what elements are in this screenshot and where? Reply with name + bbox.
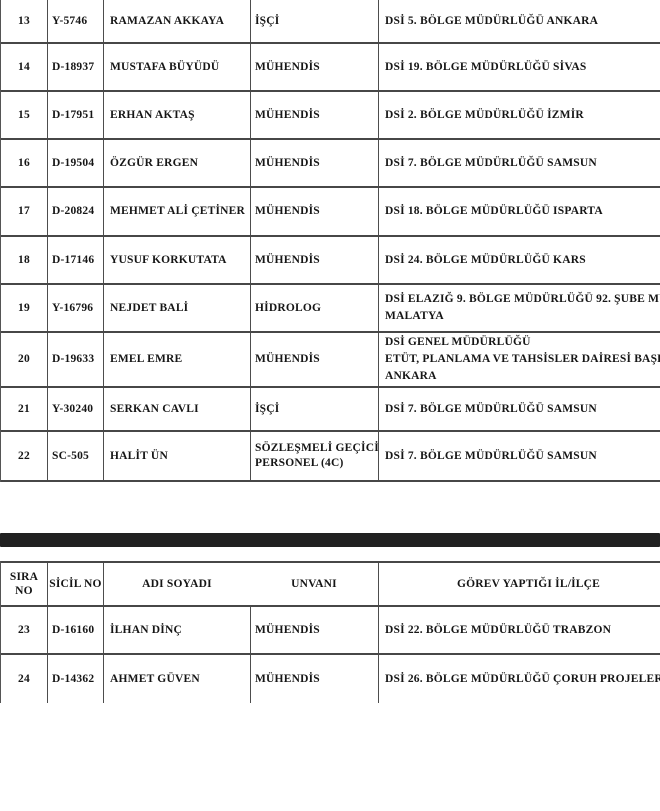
cell-sira-no: 18 <box>18 253 30 266</box>
cell-title: HİDROLOG <box>250 285 378 331</box>
table-row: 22 SC-505 HALİT ÜN SÖZLEŞMELİ GEÇİCİ PER… <box>1 432 660 482</box>
header-title: UNVANI <box>250 563 378 605</box>
cell-sira-no: 16 <box>18 156 30 169</box>
cell-title: MÜHENDİS <box>250 333 378 386</box>
cell-title: MÜHENDİS <box>250 607 378 653</box>
cell-name: MEHMET ALİ ÇETİNER <box>103 188 250 235</box>
table-row: 20 D-19633 EMEL EMRE MÜHENDİS DSİ GENEL … <box>1 333 660 388</box>
header-name: ADI SOYADI <box>103 563 250 605</box>
cell-title: MÜHENDİS <box>250 140 378 186</box>
cell-location: DSİ 19. BÖLGE MÜDÜRLÜĞÜ SİVAS <box>378 44 660 90</box>
table-row: 23 D-16160 İLHAN DİNÇ MÜHENDİS DSİ 22. B… <box>1 607 660 655</box>
cell-sicil-no: SC-505 <box>47 432 103 480</box>
cell-sicil-no: D-18937 <box>47 44 103 90</box>
cell-location: DSİ 24. BÖLGE MÜDÜRLÜĞÜ KARS <box>378 237 660 283</box>
cell-sicil-no: D-16160 <box>47 607 103 653</box>
table-header-row: SIRA NO SİCİL NO ADI SOYADI UNVANI GÖREV… <box>1 561 660 607</box>
personnel-table-upper: 13 Y-5746 RAMAZAN AKKAYA İŞÇİ DSİ 5. BÖL… <box>0 0 660 482</box>
cell-sicil-no: D-20824 <box>47 188 103 235</box>
cell-sira-no: 22 <box>18 449 30 462</box>
cell-sicil-no: Y-16796 <box>47 285 103 331</box>
cell-title: SÖZLEŞMELİ GEÇİCİ PERSONEL (4C) <box>250 432 379 480</box>
cell-sicil-no: Y-30240 <box>47 388 103 430</box>
table-row: 24 D-14362 AHMET GÜVEN MÜHENDİS DSİ 26. … <box>1 655 660 703</box>
table-row: 21 Y-30240 SERKAN CAVLI İŞÇİ DSİ 7. BÖLG… <box>1 388 660 432</box>
cell-location: DSİ 2. BÖLGE MÜDÜRLÜĞÜ İZMİR <box>378 92 660 138</box>
cell-name: NEJDET BALİ <box>103 285 250 331</box>
personnel-table-lower: SIRA NO SİCİL NO ADI SOYADI UNVANI GÖREV… <box>0 561 660 703</box>
header-name-label: ADI SOYADI <box>142 578 212 590</box>
cell-title: MÜHENDİS <box>250 237 378 283</box>
cell-name: ERHAN AKTAŞ <box>103 92 250 138</box>
cell-sira-no: 13 <box>18 14 30 27</box>
header-sicil-no: SİCİL NO <box>47 563 103 605</box>
table-row: 14 D-18937 MUSTAFA BÜYÜDÜ MÜHENDİS DSİ 1… <box>1 44 660 92</box>
cell-title: MÜHENDİS <box>250 655 378 703</box>
table-row: 15 D-17951 ERHAN AKTAŞ MÜHENDİS DSİ 2. B… <box>1 92 660 140</box>
table-row: 13 Y-5746 RAMAZAN AKKAYA İŞÇİ DSİ 5. BÖL… <box>1 0 660 44</box>
cell-location: DSİ 7. BÖLGE MÜDÜRLÜĞÜ SAMSUN <box>378 432 660 480</box>
cell-sira-no: 14 <box>18 60 30 73</box>
header-location: GÖREV YAPTIĞI İL/İLÇE <box>378 563 660 605</box>
cell-title: MÜHENDİS <box>250 188 378 235</box>
header-location-label: GÖREV YAPTIĞI İL/İLÇE <box>456 578 601 590</box>
cell-name: EMEL EMRE <box>103 333 250 386</box>
cell-name: İLHAN DİNÇ <box>103 607 250 653</box>
cell-location: DSİ 5. BÖLGE MÜDÜRLÜĞÜ ANKARA <box>378 0 660 42</box>
cell-sira-no: 19 <box>18 301 30 314</box>
header-sira-no: SIRA NO <box>1 563 47 605</box>
header-sira-no-label: SIRA NO <box>9 571 39 597</box>
cell-name: MUSTAFA BÜYÜDÜ <box>103 44 250 90</box>
cell-title: MÜHENDİS <box>250 44 378 90</box>
cell-name: AHMET GÜVEN <box>103 655 250 703</box>
header-title-label: UNVANI <box>291 578 337 590</box>
table-row: 18 D-17146 YUSUF KORKUTATA MÜHENDİS DSİ … <box>1 237 660 285</box>
cell-title: MÜHENDİS <box>250 92 378 138</box>
cell-sicil-no: D-17146 <box>47 237 103 283</box>
table-row: 16 D-19504 ÖZGÜR ERGEN MÜHENDİS DSİ 7. B… <box>1 140 660 188</box>
cell-title: İŞÇİ <box>250 388 378 430</box>
cell-sira-no: 21 <box>18 402 30 415</box>
cell-location: DSİ ELAZIĞ 9. BÖLGE MÜDÜRLÜĞÜ 92. ŞUBE M… <box>378 285 660 331</box>
cell-sira-no: 23 <box>18 623 30 636</box>
table-row: 19 Y-16796 NEJDET BALİ HİDROLOG DSİ ELAZ… <box>1 285 660 333</box>
cell-location: DSİ 18. BÖLGE MÜDÜRLÜĞÜ ISPARTA <box>378 188 660 235</box>
cell-name: ÖZGÜR ERGEN <box>103 140 250 186</box>
cell-location: DSİ 7. BÖLGE MÜDÜRLÜĞÜ SAMSUN <box>378 388 660 430</box>
section-separator-bar <box>0 533 660 547</box>
cell-sira-no: 24 <box>18 672 30 685</box>
cell-title: İŞÇİ <box>250 0 378 42</box>
cell-location: DSİ 22. BÖLGE MÜDÜRLÜĞÜ TRABZON <box>378 607 660 653</box>
cell-sira-no: 17 <box>18 205 30 217</box>
cell-sicil-no: D-19504 <box>47 140 103 186</box>
cell-name: YUSUF KORKUTATA <box>103 237 250 283</box>
cell-location: DSİ 7. BÖLGE MÜDÜRLÜĞÜ SAMSUN <box>378 140 660 186</box>
cell-name: HALİT ÜN <box>103 432 250 480</box>
cell-name: SERKAN CAVLI <box>103 388 250 430</box>
cell-sira-no: 20 <box>18 353 30 365</box>
header-sicil-no-label: SİCİL NO <box>49 578 102 590</box>
cell-sicil-no: Y-5746 <box>47 0 103 42</box>
cell-sicil-no: D-14362 <box>47 655 103 703</box>
cell-sira-no: 15 <box>18 108 30 121</box>
cell-sicil-no: D-19633 <box>47 333 103 386</box>
cell-name: RAMAZAN AKKAYA <box>103 0 250 42</box>
cell-location: DSİ 26. BÖLGE MÜDÜRLÜĞÜ ÇORUH PROJELERİ … <box>378 655 660 703</box>
cell-sicil-no: D-17951 <box>47 92 103 138</box>
cell-location: DSİ GENEL MÜDÜRLÜĞÜ ETÜT, PLANLAMA VE TA… <box>378 333 660 386</box>
table-row: 17 D-20824 MEHMET ALİ ÇETİNER MÜHENDİS D… <box>1 188 660 237</box>
